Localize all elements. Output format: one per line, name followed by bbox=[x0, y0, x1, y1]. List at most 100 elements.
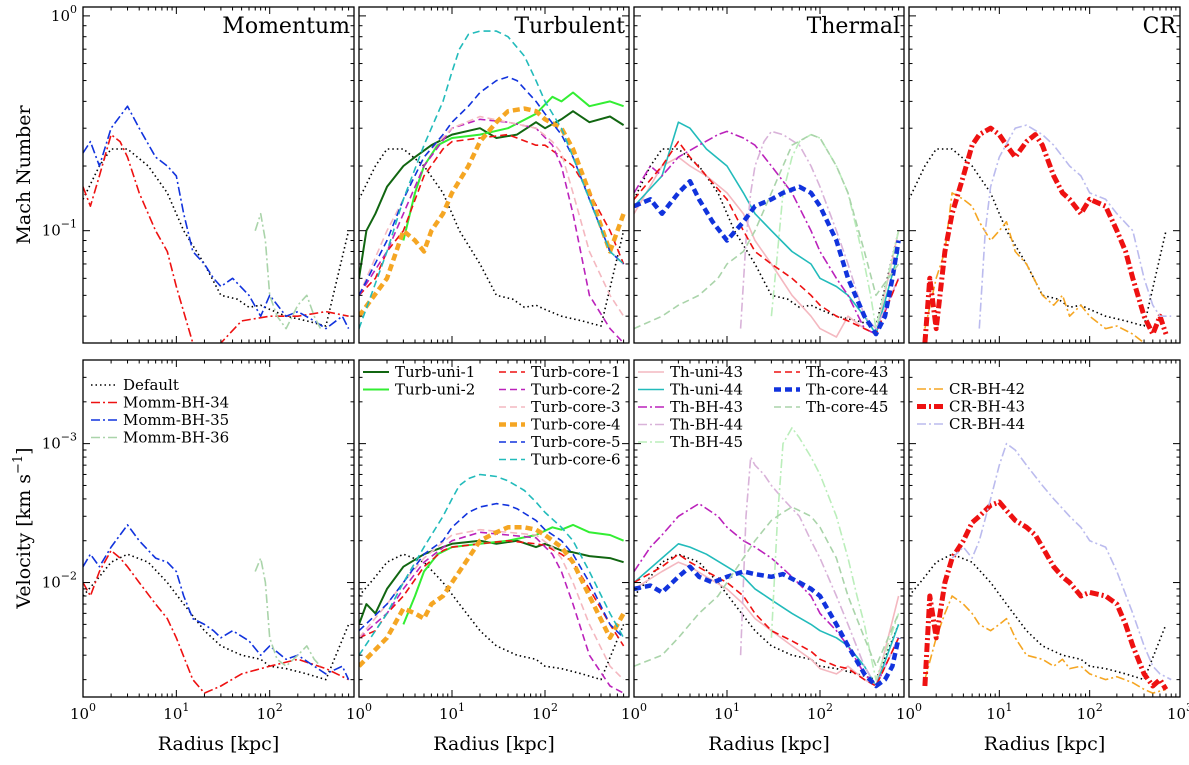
panel-top-2-series-group bbox=[359, 30, 626, 343]
y-axis-label-bottom: Velocity [km s−1] bbox=[11, 447, 35, 609]
legend-label-turb-uni-1: Turb-uni-1 bbox=[395, 363, 475, 381]
series-line-momm-bh-34 bbox=[83, 549, 349, 694]
x-tick-label: 102 bbox=[532, 701, 558, 723]
series-line-th-core-45 bbox=[634, 133, 900, 330]
y-tick-label-exponent: 0 bbox=[70, 3, 77, 16]
legend-label-turb-core-1: Turb-core-1 bbox=[531, 363, 621, 381]
panel-top-4-series-group bbox=[909, 124, 1172, 343]
x-tick-label: 102 bbox=[257, 701, 283, 723]
legend-label-turb-core-3: Turb-core-3 bbox=[531, 398, 621, 416]
series-line-momm-bh-34 bbox=[83, 133, 349, 343]
y-tick-label: 10−3 bbox=[42, 431, 77, 453]
x-tick-label-exponent: 0 bbox=[915, 701, 922, 714]
series-line-th-core-44 bbox=[634, 564, 901, 689]
x-tick-label-exponent: 0 bbox=[365, 701, 372, 714]
panel-top-1-series-group bbox=[83, 105, 350, 343]
legend-label-turb-core-5: Turb-core-5 bbox=[531, 433, 621, 451]
x-tick-label: 102 bbox=[1077, 701, 1103, 723]
series-line-th-core-45 bbox=[634, 506, 900, 668]
legend-label-cr-bh-44: CR-BH-44 bbox=[949, 415, 1025, 433]
series-line-th-core-43 bbox=[634, 140, 900, 335]
series-line-turb-core-6 bbox=[359, 30, 625, 329]
series-line-turb-core-4 bbox=[359, 525, 626, 668]
x-tick-label: 101 bbox=[986, 701, 1012, 723]
series-line-turb-core-4 bbox=[359, 106, 626, 318]
series-line-th-bh-45 bbox=[770, 426, 900, 681]
y-tick-label-exponent: −1 bbox=[61, 218, 77, 231]
x-tick-label: 101 bbox=[439, 701, 465, 723]
panel-bottom-4: 100101102103Radius [kpc]CR-BH-42CR-BH-43… bbox=[896, 359, 1189, 755]
panel-bottom-1-ticks bbox=[82, 359, 355, 697]
series-line-default bbox=[359, 148, 625, 327]
series-line-default bbox=[359, 553, 625, 681]
series-line-cr-bh-43 bbox=[922, 499, 1169, 691]
x-tick-label-exponent: 1 bbox=[1005, 701, 1012, 714]
x-tick-label-exponent: 2 bbox=[551, 701, 558, 714]
series-line-cr-bh-44 bbox=[978, 124, 1172, 329]
series-line-default bbox=[83, 553, 350, 681]
series-line-momm-bh-36 bbox=[254, 212, 322, 330]
x-axis-label: Radius [kpc] bbox=[158, 733, 279, 755]
x-tick-label: 101 bbox=[714, 701, 740, 723]
panel-bottom-1-series-group bbox=[83, 524, 350, 694]
panel-bottom-3-ticks bbox=[633, 359, 905, 697]
panel-top-4-frame bbox=[908, 6, 1181, 344]
y-axis-label-bottom-exponent: −1 bbox=[11, 455, 26, 474]
x-axis-label: Radius [kpc] bbox=[708, 733, 829, 755]
x-tick-label: 100 bbox=[346, 701, 372, 723]
series-line-turb-uni-2 bbox=[402, 523, 624, 625]
panel-bottom-4-series-group bbox=[909, 442, 1172, 694]
panel-bottom-4-frame bbox=[908, 359, 1181, 698]
series-line-cr-bh-42 bbox=[924, 595, 1167, 694]
y-tick-label-exponent: −2 bbox=[61, 570, 77, 583]
series-line-default bbox=[83, 148, 350, 327]
series-line-momm-bh-36 bbox=[254, 557, 322, 668]
panel-bottom-3-legend: Th-uni-43Th-uni-44Th-BH-43Th-BH-44Th-BH-… bbox=[638, 363, 888, 451]
x-tick-label-base: 10 bbox=[532, 705, 551, 723]
series-line-th-core-43 bbox=[634, 553, 900, 687]
panel-top-3-ticks bbox=[633, 7, 905, 344]
x-tick-label: 103 bbox=[1167, 701, 1189, 723]
panel-top-2: Turbulent bbox=[358, 6, 630, 344]
x-tick-label-exponent: 0 bbox=[640, 701, 647, 714]
series-line-cr-bh-42 bbox=[924, 192, 1166, 343]
y-tick-label: 10−2 bbox=[42, 570, 77, 592]
series-line-default bbox=[634, 553, 900, 681]
series-line-turb-uni-2 bbox=[402, 91, 624, 241]
panel-bottom-1-frame bbox=[82, 359, 355, 698]
x-tick-label-exponent: 0 bbox=[89, 701, 96, 714]
series-line-cr-bh-44 bbox=[951, 442, 1172, 681]
x-tick-label-exponent: 3 bbox=[1186, 701, 1189, 714]
series-line-momm-bh-35 bbox=[83, 105, 350, 330]
series-line-default bbox=[909, 148, 1167, 327]
panel-top-3: Thermal bbox=[633, 6, 905, 344]
series-line-cr-bh-43 bbox=[922, 125, 1169, 343]
panel-title-thermal: Thermal bbox=[807, 14, 900, 39]
series-line-default bbox=[634, 148, 900, 327]
x-tick-label-base: 10 bbox=[807, 705, 826, 723]
legend-label-cr-bh-43: CR-BH-43 bbox=[949, 398, 1025, 416]
series-line-th-bh-43 bbox=[634, 130, 900, 335]
panel-top-2-ticks bbox=[358, 7, 630, 344]
x-tick-label: 102 bbox=[807, 701, 833, 723]
y-axis-label-bottom-main: Velocity [km s bbox=[13, 474, 35, 610]
x-tick-label: 101 bbox=[163, 701, 189, 723]
x-tick-label: 100 bbox=[896, 701, 922, 723]
series-line-momm-bh-35 bbox=[83, 524, 350, 680]
panel-title-cr: CR bbox=[1143, 14, 1178, 39]
panel-bottom-2-ticks bbox=[358, 359, 630, 697]
panel-top-4: CR bbox=[908, 6, 1181, 344]
y-tick-label-base: 10 bbox=[42, 574, 61, 592]
legend-label-momm-bh-36: Momm-BH-36 bbox=[123, 429, 229, 447]
legend-label-th-uni-44: Th-uni-44 bbox=[670, 381, 743, 399]
panel-bottom-4-ticks bbox=[908, 359, 1181, 697]
y-tick-label: 100 bbox=[51, 3, 77, 25]
x-tick-label-exponent: 1 bbox=[458, 701, 465, 714]
legend-label-turb-core-2: Turb-core-2 bbox=[531, 381, 621, 399]
x-tick-label-exponent: 2 bbox=[826, 701, 833, 714]
legend-label-momm-bh-35: Momm-BH-35 bbox=[123, 411, 229, 429]
legend-label-turb-core-6: Turb-core-6 bbox=[531, 451, 621, 469]
